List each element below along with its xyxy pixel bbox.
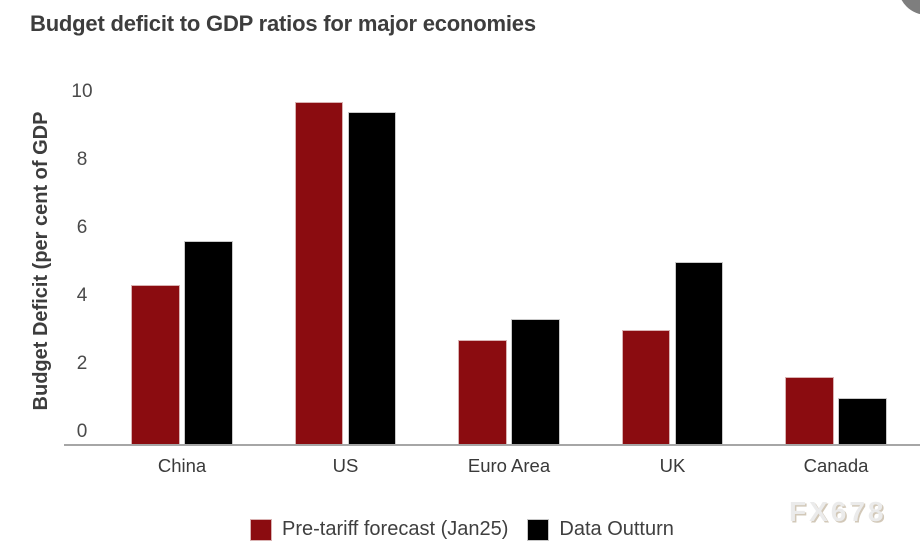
bar-china-forecast: [131, 285, 180, 446]
x-axis-label-euro-area: Euro Area: [467, 455, 551, 476]
x-axis-label-canada: Canada: [803, 455, 869, 476]
legend: Pre-tariff forecast (Jan25) Data Outturn: [250, 518, 674, 541]
x-axis-label-uk: UK: [659, 455, 686, 476]
bar-euro-area-outturn: [511, 319, 560, 446]
watermark: FX678: [789, 496, 887, 527]
legend-label: Data Outturn: [559, 518, 674, 540]
legend-swatch-outturn: [527, 518, 550, 541]
legend-item-outturn: Data Outturn: [527, 518, 674, 541]
bar-us-outturn: [347, 111, 397, 446]
chart-title: Budget deficit to GDP ratios for major e…: [30, 11, 536, 36]
legend-item-forecast: Pre-tariff forecast (Jan25): [250, 518, 508, 541]
x-axis-baseline: [64, 443, 920, 446]
y-tick-label: 10: [71, 80, 93, 102]
bar-uk-outturn: [674, 261, 724, 446]
bar-canada-forecast: [785, 377, 834, 446]
legend-swatch-forecast: [250, 518, 272, 541]
bar-canada-outturn: [838, 397, 887, 446]
y-tick-label: 2: [76, 352, 88, 374]
y-tick-label: 0: [76, 420, 88, 442]
y-tick-label: 4: [76, 284, 88, 306]
legend-label: Pre-tariff forecast (Jan25): [282, 518, 509, 540]
x-axis-label-china: China: [157, 455, 207, 476]
y-tick-label: 8: [76, 148, 88, 170]
bar-uk-forecast: [621, 329, 671, 446]
bar-euro-area-forecast: [458, 339, 507, 446]
bar-us-forecast: [294, 101, 344, 446]
bar-china-outturn: [184, 241, 233, 446]
y-tick-label: 6: [76, 216, 88, 238]
x-axis-label-us: US: [332, 455, 359, 476]
